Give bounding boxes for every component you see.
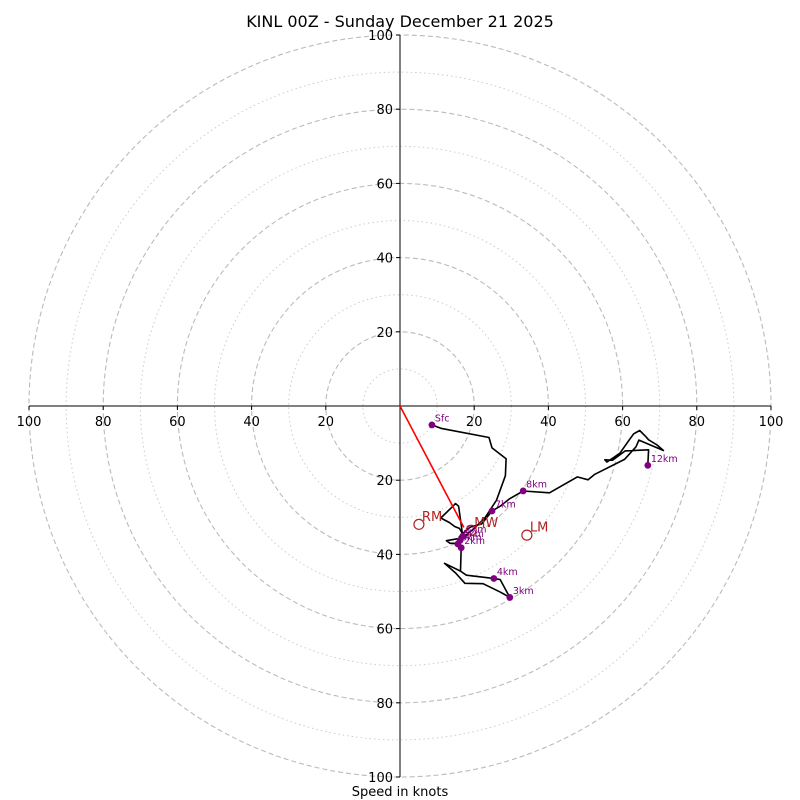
hodograph-line xyxy=(431,424,665,599)
x-tick-label: 20 xyxy=(466,415,483,430)
shear-vector-line xyxy=(399,405,465,528)
y-tick-label: 40 xyxy=(376,548,393,563)
height-marker-label: 3km xyxy=(513,586,534,597)
storm-motion-label: RM xyxy=(422,510,442,525)
y-tick-label: 80 xyxy=(376,697,393,712)
height-marker-label: 6km xyxy=(461,533,482,544)
x-tick-label: 20 xyxy=(318,415,335,430)
height-marker-label: 1km xyxy=(466,525,487,536)
storm-motion-marker xyxy=(521,529,533,541)
x-axis-label: Speed in knots xyxy=(352,785,449,800)
y-tick-label: 100 xyxy=(368,29,393,44)
height-marker-point xyxy=(488,507,496,515)
x-tick-label: 100 xyxy=(759,415,784,430)
chart-title: KINL 00Z - Sunday December 21 2025 xyxy=(246,12,554,31)
tick-labels: 100 80 60 40 20 20 40 60 80 100 100 80 60 40 20 20 40 60 8… xyxy=(17,29,784,786)
height-marker-label: 12km xyxy=(651,454,678,465)
height-marker-point xyxy=(506,594,514,601)
x-tick-label: 100 xyxy=(17,415,42,430)
y-tick-label: 20 xyxy=(376,326,393,341)
x-tick-label: 80 xyxy=(689,415,706,430)
x-tick-label: 80 xyxy=(95,415,112,430)
storm-motion-marker xyxy=(413,518,425,530)
y-tick-label: 80 xyxy=(376,103,393,118)
height-marker-point xyxy=(428,421,436,429)
y-tick-label: 60 xyxy=(376,623,393,638)
height-marker-label: 7km xyxy=(495,499,516,510)
height-marker-label: 2km xyxy=(464,536,485,547)
storm-motion-label: LM xyxy=(530,521,548,536)
height-marker-point xyxy=(454,540,462,548)
x-tick-label: 40 xyxy=(243,415,260,430)
height-marker-label: Sfc xyxy=(435,413,450,424)
height-marker-point xyxy=(490,575,498,582)
x-tick-label: 40 xyxy=(540,415,557,430)
y-tick-label: 100 xyxy=(368,771,393,786)
x-tick-label: 60 xyxy=(169,415,186,430)
x-tick-label: 60 xyxy=(614,415,631,430)
height-marker-label: 8km xyxy=(526,479,547,490)
height-marker-point xyxy=(519,487,527,495)
hodograph-series xyxy=(399,405,665,601)
storm-motion-label: MW xyxy=(474,516,498,531)
y-tick-label: 60 xyxy=(376,177,393,192)
height-marker-label: 5km xyxy=(463,529,484,540)
y-tick-label: 20 xyxy=(376,474,393,489)
storm-motion-marker xyxy=(465,524,477,536)
y-tick-label: 40 xyxy=(376,252,393,267)
height-marker-point xyxy=(644,461,652,469)
height-marker-label: 4km xyxy=(497,567,518,578)
